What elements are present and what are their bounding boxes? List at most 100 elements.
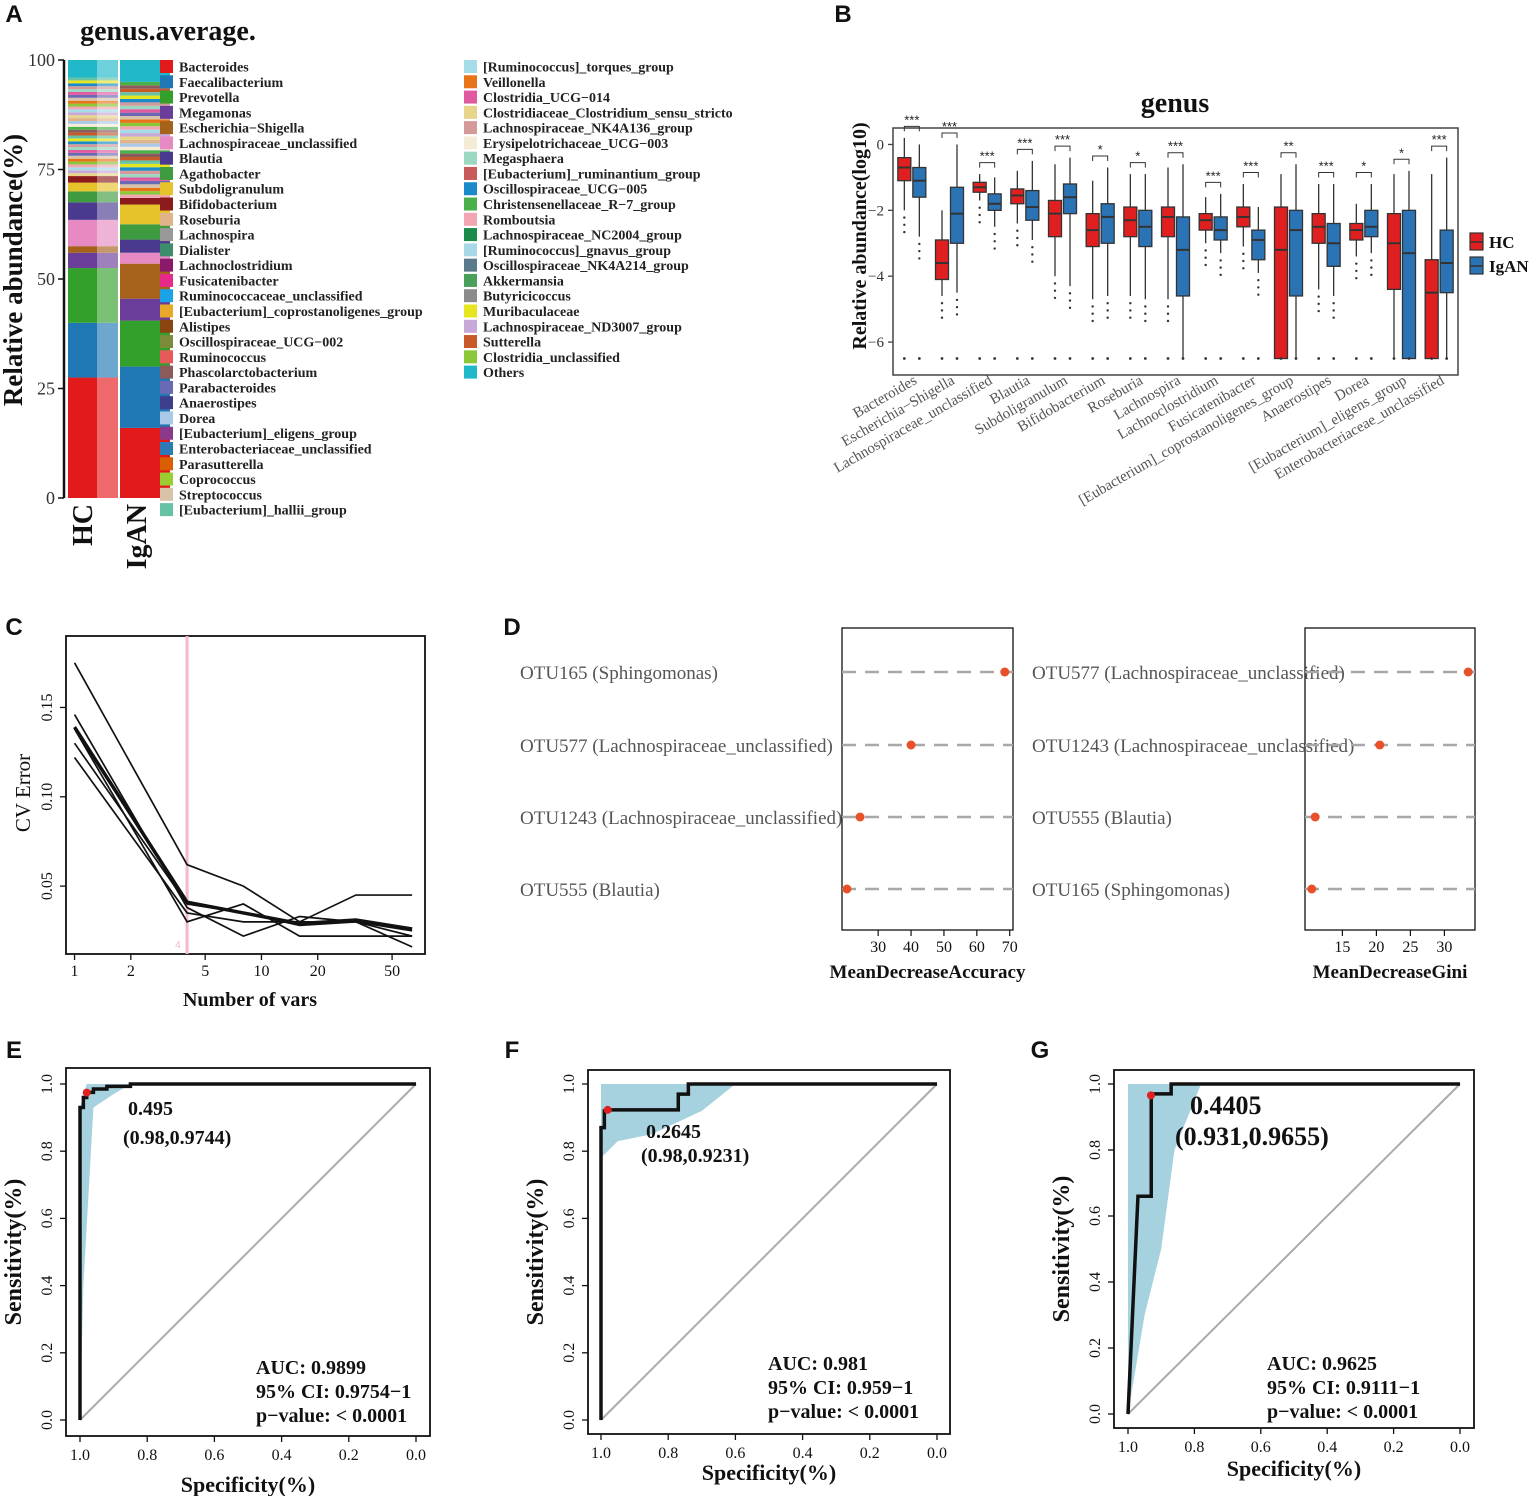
feature-label: OTU577 (Lachnospiraceae_unclassified)	[520, 736, 833, 757]
stack-segment-minor	[120, 122, 170, 127]
legend-label: Parabacteroides	[179, 381, 276, 396]
threshold-point	[82, 1088, 91, 1097]
importance-dot	[1375, 740, 1385, 750]
stack-segment-minor	[68, 161, 118, 165]
stack-segment-minor	[120, 157, 170, 161]
legend-label: Streptococcus	[179, 488, 262, 503]
legend-swatch	[464, 273, 477, 287]
stack-segment	[68, 252, 118, 269]
stack-segment-minor	[68, 170, 118, 174]
stack-segment-minor	[68, 94, 118, 98]
legend-swatch	[160, 105, 173, 119]
stack-segment-minor	[120, 129, 170, 134]
auc-text: AUC: 0.9625	[1267, 1353, 1377, 1375]
stack-segment-minor	[120, 163, 170, 168]
stack-segment-minor	[120, 116, 170, 120]
stack-segment-minor	[68, 158, 118, 162]
stack-segment-minor	[68, 152, 118, 156]
outlier	[1317, 309, 1320, 313]
stack-segment-minor	[68, 155, 118, 159]
stack-segment-minor	[68, 83, 118, 87]
stack-segment	[68, 268, 118, 323]
significance-label: *	[1098, 142, 1103, 157]
legend-swatch	[160, 319, 173, 333]
stack-segment-minor	[68, 92, 118, 95]
stack-segment-minor	[68, 115, 118, 119]
box	[934, 239, 950, 281]
significance-bracket	[1318, 171, 1335, 178]
y-tick-label: 0.2	[39, 1343, 56, 1363]
outlier	[1369, 357, 1373, 360]
x-tick-label: 10	[253, 963, 269, 980]
legend-swatch	[464, 212, 477, 226]
stack-segment-minor	[68, 141, 118, 145]
outlier	[1031, 246, 1034, 249]
box	[949, 186, 965, 244]
stack-segment	[68, 322, 118, 378]
auc-text: AUC: 0.981	[768, 1353, 868, 1375]
outlier	[1407, 357, 1411, 360]
legend-label: [Eubacterium]_ruminantium_group	[483, 167, 701, 182]
plot-frame	[587, 1069, 951, 1435]
outlier	[1128, 357, 1132, 360]
y-tick-label: 0.10	[39, 783, 56, 811]
outlier	[1354, 357, 1358, 360]
stack-segment-minor	[120, 191, 170, 195]
outlier	[1204, 263, 1207, 267]
legend-swatch	[464, 289, 477, 303]
chance-diagonal	[1127, 1083, 1461, 1415]
stack-segment-minor	[68, 167, 118, 171]
importance-dot	[1463, 667, 1473, 677]
x-category-label: HC	[68, 504, 99, 546]
stack-segment	[120, 239, 170, 253]
outlier	[978, 213, 981, 217]
legend-label: Bacteroides	[179, 61, 249, 76]
outlier	[1257, 293, 1260, 296]
x-tick-label: 25	[1402, 939, 1418, 956]
outlier	[1016, 229, 1019, 232]
legend-label: Prevotella	[179, 91, 239, 106]
y-tick-label: 75	[37, 160, 55, 180]
panel-d-accuracy: OTU165 (Sphingomonas) OTU577 (Lachnospira…	[520, 627, 1026, 983]
outlier	[1053, 282, 1057, 285]
outlier	[1144, 319, 1147, 323]
importance-dot	[855, 812, 865, 822]
box	[1326, 222, 1341, 267]
stack-segment-minor	[68, 173, 118, 177]
outlier	[1370, 273, 1373, 277]
legend-swatch	[160, 197, 173, 211]
threshold-label: 0.2645	[646, 1121, 701, 1143]
stack-segment-minor	[68, 77, 118, 81]
stack-segment	[68, 219, 118, 247]
legend-swatch	[160, 243, 173, 257]
outlier	[1181, 357, 1185, 360]
p-value-text: p−value: < 0.0001	[768, 1401, 919, 1423]
legend-swatch	[464, 151, 477, 165]
significance-label: *	[1399, 145, 1404, 160]
stack-segment-minor	[120, 112, 170, 117]
ci-text: 95% CI: 0.9111−1	[1267, 1377, 1420, 1399]
bar-gap	[97, 60, 120, 498]
legend-label: HC	[1489, 233, 1515, 252]
significance-bracket	[1016, 148, 1033, 155]
significance-label: *	[1361, 158, 1366, 173]
y-tick-label: 0.4	[1087, 1272, 1104, 1292]
optimal-vars-label: 4	[175, 940, 181, 951]
x-tick-label: 1	[71, 963, 79, 980]
stack-segment-minor	[68, 126, 118, 130]
outlier	[940, 357, 944, 360]
x-tick-label: 0.8	[1184, 1439, 1204, 1456]
significance-bracket	[1280, 152, 1297, 158]
box	[1251, 229, 1266, 261]
box	[897, 156, 912, 182]
outlier	[918, 242, 921, 246]
x-axis-label: Number of vars	[183, 989, 317, 1011]
feature-label: OTU165 (Sphingomonas)	[1032, 880, 1230, 901]
y-tick-label: −4	[868, 269, 884, 285]
stack-segment-minor	[120, 160, 170, 164]
stack-segment	[120, 197, 170, 205]
significance-bracket	[1242, 171, 1259, 178]
outlier	[1091, 319, 1094, 323]
box	[1386, 212, 1402, 291]
outlier	[1317, 302, 1320, 306]
